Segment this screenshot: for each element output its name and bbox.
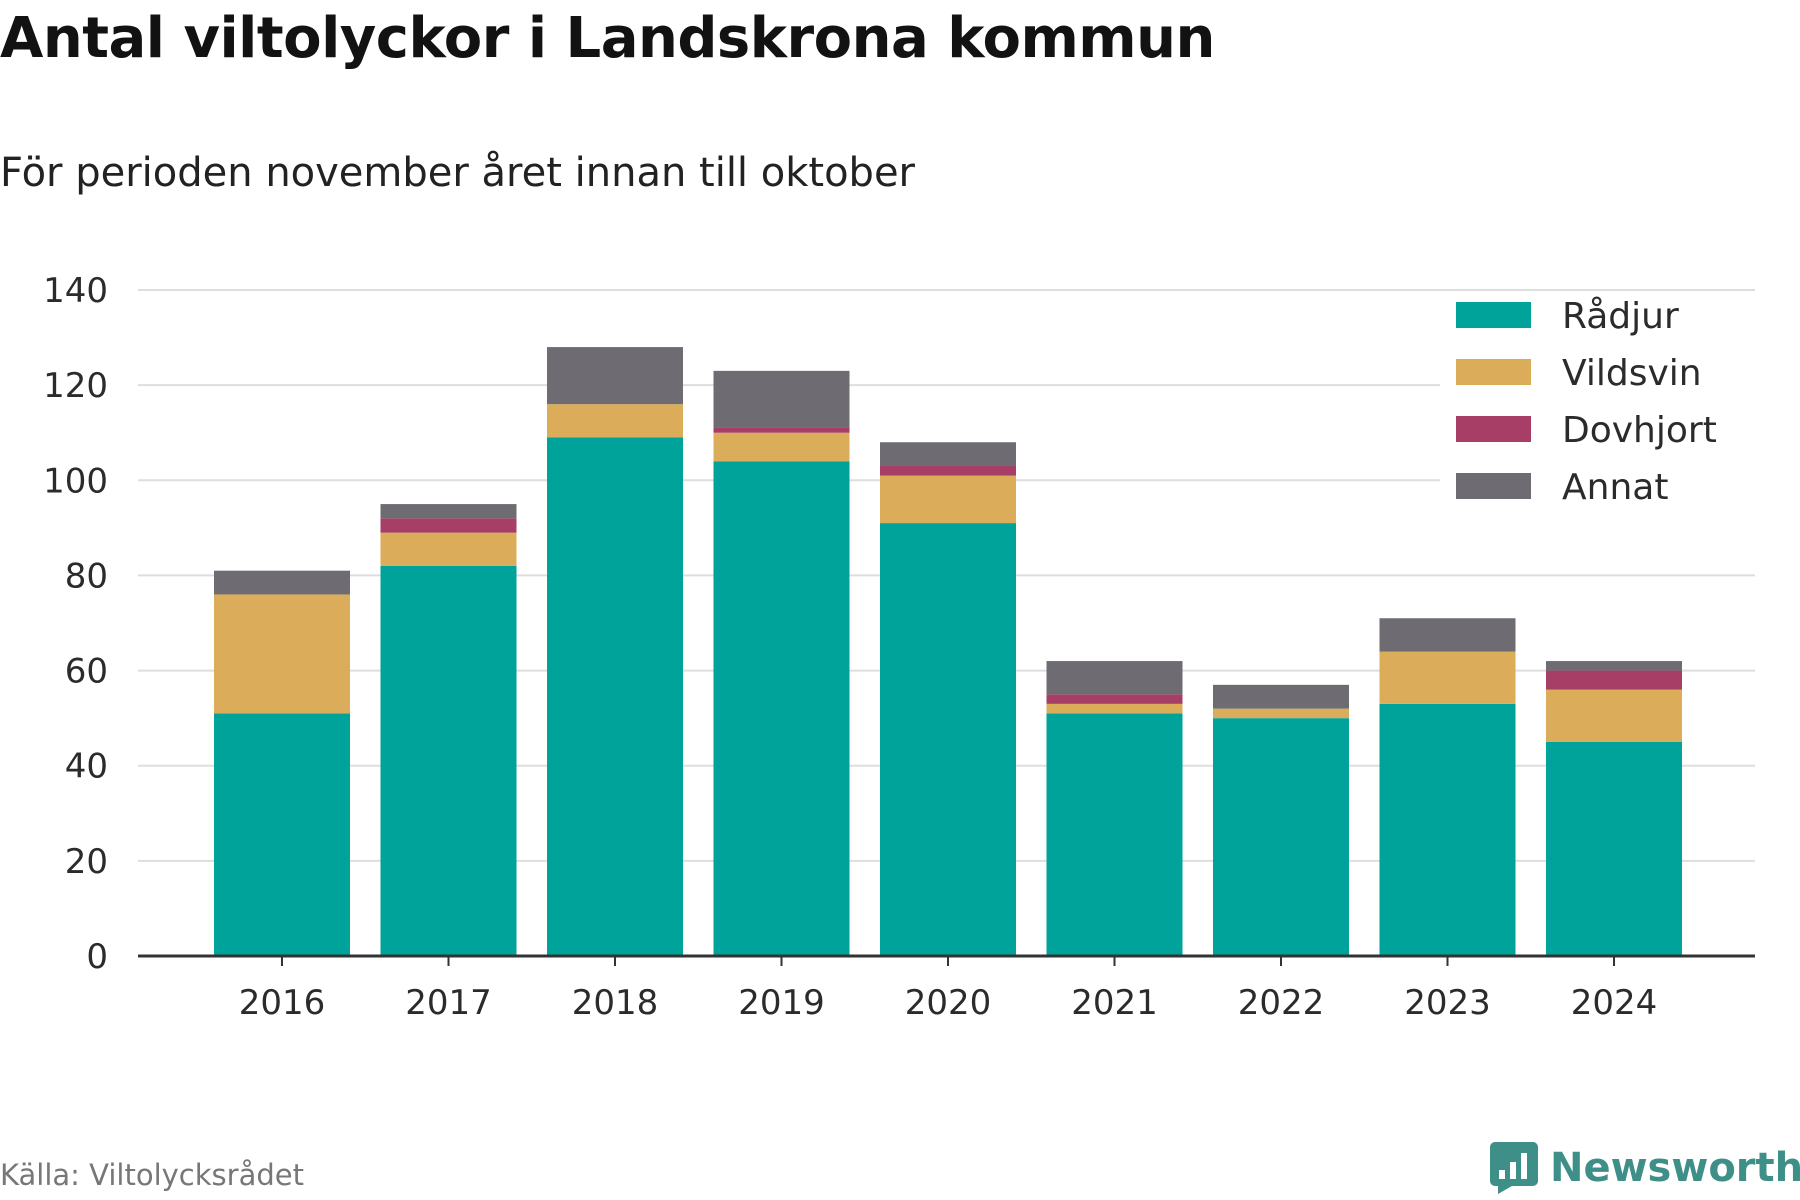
legend-swatch-vildsvin [1456,359,1531,385]
bar-2022-rådjur [1213,718,1349,956]
legend-swatch-dovhjort [1456,416,1531,442]
bar-2021-dovhjort [1046,694,1183,704]
bar-2018-rådjur [547,437,683,956]
x-tick-label: 2016 [239,983,326,1023]
x-tick-label: 2024 [1571,983,1658,1023]
bar-2020-annat [880,442,1016,467]
legend-swatch-annat [1456,473,1531,499]
brand-logo: Newsworthy [1490,1138,1800,1198]
bar-2019-dovhjort [713,427,850,433]
y-tick-label: 120 [43,366,108,406]
chart-subtitle: För perioden november året innan till ok… [0,150,915,196]
y-tick-label: 80 [65,556,108,596]
x-tick-label: 2017 [405,983,492,1023]
bar-2017-rådjur [380,565,517,956]
legend-label: Annat [1562,467,1668,508]
y-tick-label: 40 [65,747,108,787]
x-tick-label: 2018 [572,983,659,1023]
newsworthy-logo-icon [1490,1142,1538,1194]
bar-2021-rådjur [1046,713,1183,956]
bar-2019-rådjur [713,461,850,956]
y-tick-label: 0 [86,937,108,977]
bar-2018-vildsvin [547,404,683,438]
legend-label: Rådjur [1562,296,1679,337]
bars [214,347,1682,956]
x-tick-label: 2022 [1238,983,1325,1023]
bar-2023-rådjur [1379,703,1516,956]
bar-2017-dovhjort [380,518,517,533]
bar-2016-annat [214,570,350,595]
x-tick-label: 2020 [905,983,992,1023]
bar-2020-rådjur [880,523,1016,956]
legend: Rådjur Vildsvin Dovhjort Annat [1440,292,1756,508]
bar-2024-rådjur [1546,741,1682,956]
bar-2024-vildsvin [1546,689,1682,742]
y-tick-label: 140 [43,271,108,311]
bar-2023-vildsvin [1379,651,1516,704]
y-tick-label: 60 [65,652,108,692]
x-tick-label: 2021 [1071,983,1158,1023]
source-note: Källa: Viltolycksrådet [0,1158,304,1192]
bar-2024-dovhjort [1546,670,1682,690]
bar-2016-rådjur [214,713,350,956]
y-tick-label: 100 [43,461,108,501]
bar-2020-vildsvin [880,475,1016,524]
bar-2021-vildsvin [1046,703,1183,714]
axes: 0 20 40 60 80 100 120 140 2016 2017 2018 2019 2020 20… [43,271,1755,1023]
bar-2019-annat [713,370,850,428]
legend-label: Vildsvin [1562,353,1702,394]
bar-2019-vildsvin [713,432,850,462]
y-tick-label: 20 [65,842,108,882]
bar-2016-vildsvin [214,594,350,714]
bar-2022-vildsvin [1213,708,1349,719]
bar-2018-annat [547,347,683,405]
bar-2017-annat [380,504,517,519]
chart-title: Antal viltolyckor i Landskrona kommun [0,6,1215,71]
x-tick-label: 2023 [1404,983,1491,1023]
bar-2023-annat [1379,618,1516,652]
legend-swatch-rådjur [1456,302,1531,328]
bar-2022-annat [1213,684,1349,709]
bar-2024-annat [1546,661,1682,671]
bar-2017-vildsvin [380,532,517,566]
bar-2021-annat [1046,661,1183,695]
legend-label: Dovhjort [1562,410,1717,451]
brand-name: Newsworthy [1550,1145,1800,1191]
bar-2020-dovhjort [880,466,1016,476]
x-tick-label: 2019 [738,983,825,1023]
